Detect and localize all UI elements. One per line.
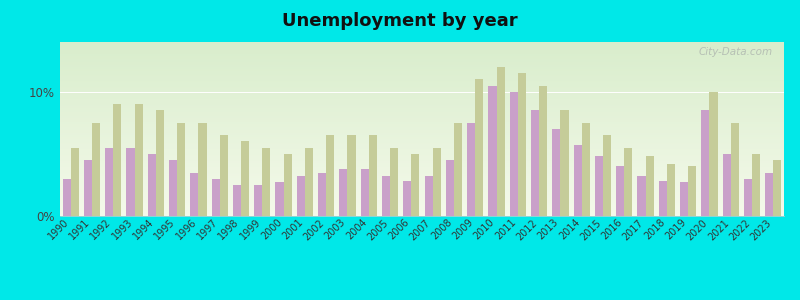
Bar [70,148,78,216]
Bar [774,160,782,216]
Bar [305,148,313,216]
Bar [688,166,696,216]
Bar [518,73,526,216]
Bar [539,85,547,216]
Bar [603,135,611,216]
Bar [624,148,632,216]
Bar [326,135,334,216]
Bar [475,79,483,216]
Bar [710,92,718,216]
Bar [212,179,220,216]
Bar [220,135,228,216]
Bar [766,172,774,216]
Bar [561,110,569,216]
Bar [574,145,582,216]
Bar [730,123,739,216]
Bar [177,123,186,216]
Bar [489,85,497,216]
Bar [233,185,241,216]
Bar [382,176,390,216]
Bar [467,123,475,216]
Bar [667,164,675,216]
Bar [156,110,164,216]
Text: Unemployment by year: Unemployment by year [282,12,518,30]
Bar [126,148,134,216]
Bar [497,67,505,216]
Bar [114,104,122,216]
Bar [92,123,100,216]
Bar [169,160,177,216]
Bar [446,160,454,216]
Bar [595,156,603,216]
Bar [403,181,411,216]
Bar [105,148,114,216]
Bar [433,148,441,216]
Bar [702,110,710,216]
Bar [680,182,688,216]
Bar [361,169,369,216]
Bar [241,141,249,216]
Bar [275,182,283,216]
Bar [190,172,198,216]
Bar [347,135,355,216]
Bar [339,169,347,216]
Bar [638,176,646,216]
Bar [390,148,398,216]
Bar [411,154,419,216]
Bar [148,154,156,216]
Bar [198,123,206,216]
Bar [552,129,561,216]
Bar [62,179,70,216]
Bar [658,181,667,216]
Bar [297,176,305,216]
Bar [752,154,760,216]
Bar [84,160,92,216]
Bar [425,176,433,216]
Text: City-Data.com: City-Data.com [699,47,773,57]
Bar [369,135,377,216]
Bar [318,172,326,216]
Bar [616,166,624,216]
Bar [134,104,142,216]
Bar [262,148,270,216]
Bar [722,154,730,216]
Bar [646,156,654,216]
Bar [744,179,752,216]
Bar [283,154,292,216]
Bar [510,92,518,216]
Bar [531,110,539,216]
Bar [582,123,590,216]
Bar [254,185,262,216]
Bar [454,123,462,216]
